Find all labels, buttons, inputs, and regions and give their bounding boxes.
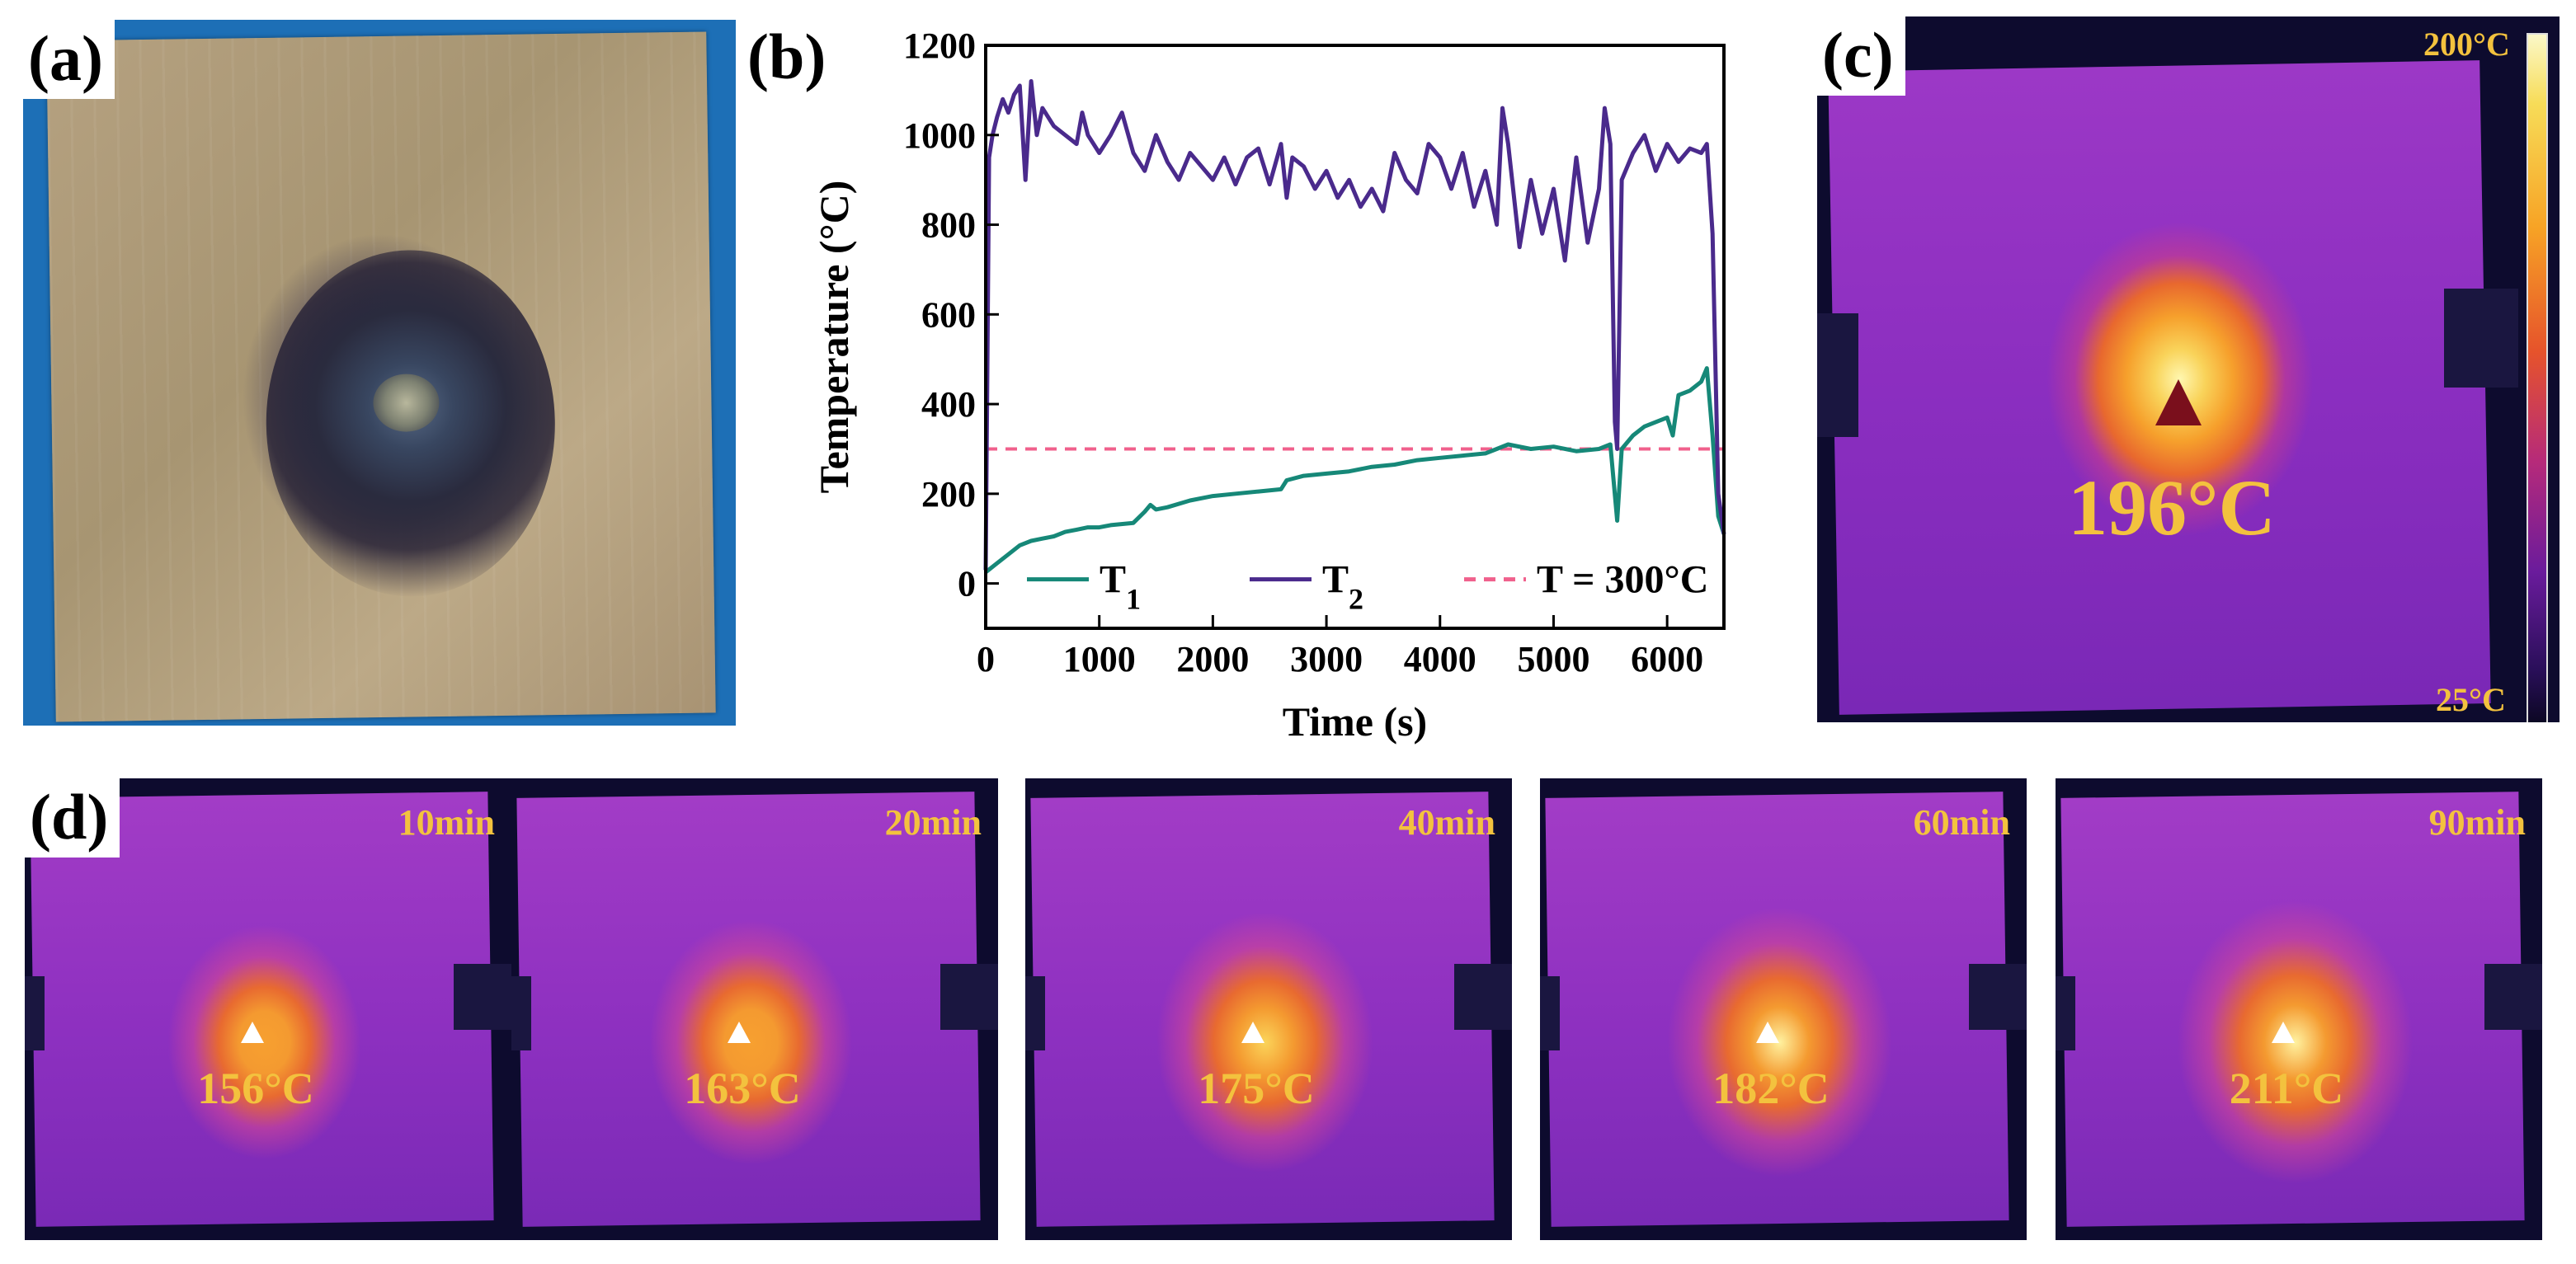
y-tick-label: 400 (921, 384, 976, 425)
thermal-frame: 20min 163°C (511, 778, 998, 1240)
panel-label-c: (c) (1817, 16, 1905, 96)
clamp-left (1025, 976, 1045, 1050)
panel-label-d: (d) (25, 778, 120, 858)
temperature-reading: 182°C (1712, 1064, 1830, 1113)
colorbar-max-label: 200°C (2423, 26, 2510, 63)
x-tick-label: 4000 (1404, 639, 1476, 679)
hotspot-marker (2272, 1022, 2295, 1043)
x-tick-label: 3000 (1290, 639, 1363, 679)
hotspot-marker (241, 1022, 264, 1043)
temperature-reading: 211°C (2229, 1064, 2344, 1113)
clamp-right (1454, 964, 1512, 1030)
hotspot-marker (728, 1022, 751, 1043)
panel-c-thermal: 196°C 200°C 25°C (c) (1817, 16, 2560, 722)
y-tick-label: 800 (921, 205, 976, 246)
series-line-T2 (983, 79, 1726, 571)
clamp-right (454, 964, 511, 1030)
clamp-left (511, 976, 531, 1050)
hotspot-marker (1241, 1022, 1264, 1043)
panel-a-photo: (a) (23, 20, 736, 726)
x-tick-label: 1000 (1063, 639, 1136, 679)
x-tick-label: 2000 (1176, 639, 1249, 679)
time-label: 40min (1398, 802, 1495, 843)
y-axis-label: Temperature (°C) (811, 181, 857, 494)
clamp-right (2484, 964, 2542, 1030)
thermal-frame: 90min 211°C (2056, 778, 2542, 1240)
colorbar-min-label: 25°C (2436, 681, 2506, 718)
clamp-left (25, 976, 45, 1050)
y-tick-label: 1000 (903, 115, 976, 156)
thermal-plate (2060, 792, 2525, 1227)
thermal-plate (1545, 792, 2009, 1227)
hotspot-marker (1756, 1022, 1779, 1043)
time-label: 20min (884, 802, 982, 843)
y-tick-label: 0 (958, 564, 976, 604)
x-axis-label: Time (s) (1283, 698, 1427, 745)
x-tick-label: 6000 (1631, 639, 1703, 679)
time-label: 10min (398, 802, 495, 843)
clamp-left (2056, 976, 2075, 1050)
hotspot-marker (2155, 379, 2202, 425)
y-tick-label: 1200 (903, 26, 976, 66)
clamp-right (940, 964, 998, 1030)
colorbar (2527, 33, 2548, 722)
clamp-left (1817, 313, 1858, 437)
temperature-reading: 196°C (2068, 463, 2276, 552)
panel-b-chart: 0 1000 2000 3000 4000 5000 6000 0 200 400 600 800 10… (742, 0, 1732, 767)
time-label: 90min (2428, 802, 2526, 843)
plot-frame (984, 44, 1726, 630)
thermal-frame: 60min 182°C (1540, 778, 2027, 1240)
thermal-plate (1030, 792, 1495, 1227)
thermal-frame: 40min 175°C (1025, 778, 1512, 1240)
y-tick-label: 200 (921, 474, 976, 515)
legend-entry: T = 300°C (1537, 558, 1708, 602)
x-tick-label: 5000 (1517, 639, 1589, 679)
fabric-board (46, 31, 716, 722)
legend-entry: T1 (1100, 558, 1141, 616)
time-label: 60min (1913, 802, 2010, 843)
temperature-chart: 0 1000 2000 3000 4000 5000 6000 0 200 400 600 800 10… (811, 26, 1726, 745)
legend-entry: T2 (1322, 558, 1363, 616)
temperature-reading: 175°C (1198, 1064, 1315, 1113)
clamp-right (1969, 964, 2027, 1030)
x-tick-label: 0 (977, 639, 995, 679)
thermal-plate (516, 792, 981, 1227)
temperature-reading: 156°C (197, 1064, 314, 1113)
y-tick-label: 600 (921, 294, 976, 335)
temperature-reading: 163°C (684, 1064, 801, 1113)
series-line-T1 (984, 366, 1726, 574)
clamp-left (1540, 976, 1560, 1050)
panel-label-b: (b) (742, 18, 838, 97)
panel-label-a: (a) (23, 20, 115, 99)
clamp-right (2444, 289, 2518, 388)
